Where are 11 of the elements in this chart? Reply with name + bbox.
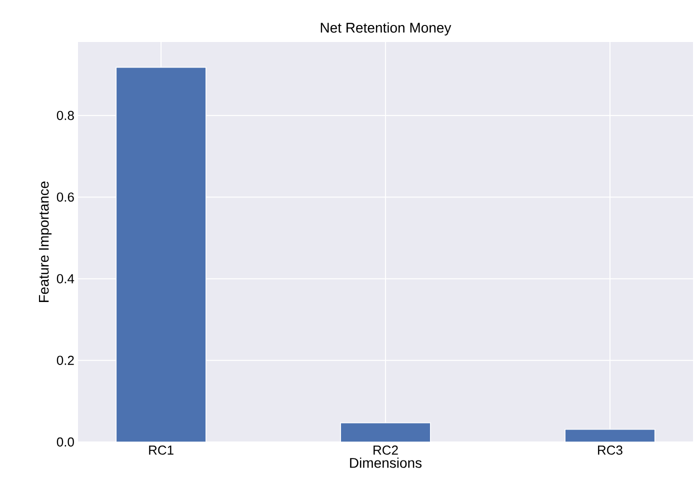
y-tick-label: 0.6 — [56, 192, 74, 202]
y-tick-label: 0.8 — [56, 110, 74, 120]
x-tick-label: RC3 — [598, 446, 622, 455]
y-tick-label: 0.4 — [56, 274, 74, 284]
x-tick-label: RC1 — [149, 446, 174, 455]
y-axis-title: Feature Importance — [38, 182, 52, 302]
x-axis-title: Dimensions — [350, 458, 422, 468]
chart-title: Net Retention Money — [320, 22, 452, 36]
x-tick-label: RC2 — [374, 446, 398, 455]
y-tick-label: 0.0 — [56, 437, 74, 447]
y-tick-label: 0.2 — [56, 356, 74, 365]
